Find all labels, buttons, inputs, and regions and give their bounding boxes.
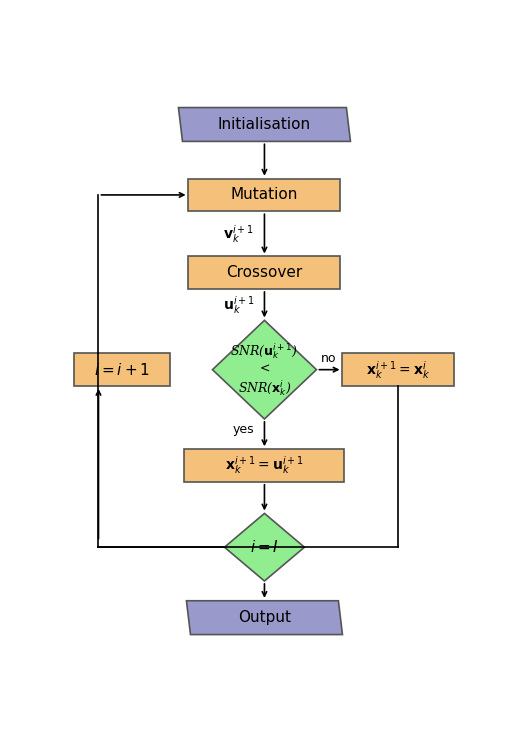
Text: Output: Output <box>238 610 291 625</box>
Text: Crossover: Crossover <box>227 265 302 280</box>
Text: Initialisation: Initialisation <box>218 117 311 132</box>
Text: $\mathbf{u}_k^{i+1}$: $\mathbf{u}_k^{i+1}$ <box>222 294 254 315</box>
Text: $i = I$: $i = I$ <box>250 539 279 555</box>
Polygon shape <box>179 108 350 141</box>
Polygon shape <box>224 513 304 581</box>
Text: SNR($\mathbf{u}_k^{i+1}$)
<
SNR($\mathbf{x}_k^i$): SNR($\mathbf{u}_k^{i+1}$) < SNR($\mathbf… <box>230 341 299 398</box>
Text: $\mathbf{x}_k^{i+1} = \mathbf{x}_k^i$: $\mathbf{x}_k^{i+1} = \mathbf{x}_k^i$ <box>366 359 431 381</box>
Text: yes: yes <box>233 424 254 436</box>
Text: $\mathbf{v}_k^{i+1}$: $\mathbf{v}_k^{i+1}$ <box>223 223 254 244</box>
Text: no: no <box>320 352 336 365</box>
Bar <box>74 354 170 386</box>
Polygon shape <box>186 601 343 635</box>
Text: Mutation: Mutation <box>231 187 298 203</box>
Bar <box>343 354 455 386</box>
Text: $i = i+1$: $i = i+1$ <box>94 362 151 378</box>
Bar <box>188 256 341 289</box>
Polygon shape <box>213 321 316 419</box>
Bar <box>188 179 341 212</box>
Bar <box>185 449 345 482</box>
Text: $\mathbf{x}_k^{i+1} = \mathbf{u}_k^{i+1}$: $\mathbf{x}_k^{i+1} = \mathbf{u}_k^{i+1}… <box>225 455 304 477</box>
